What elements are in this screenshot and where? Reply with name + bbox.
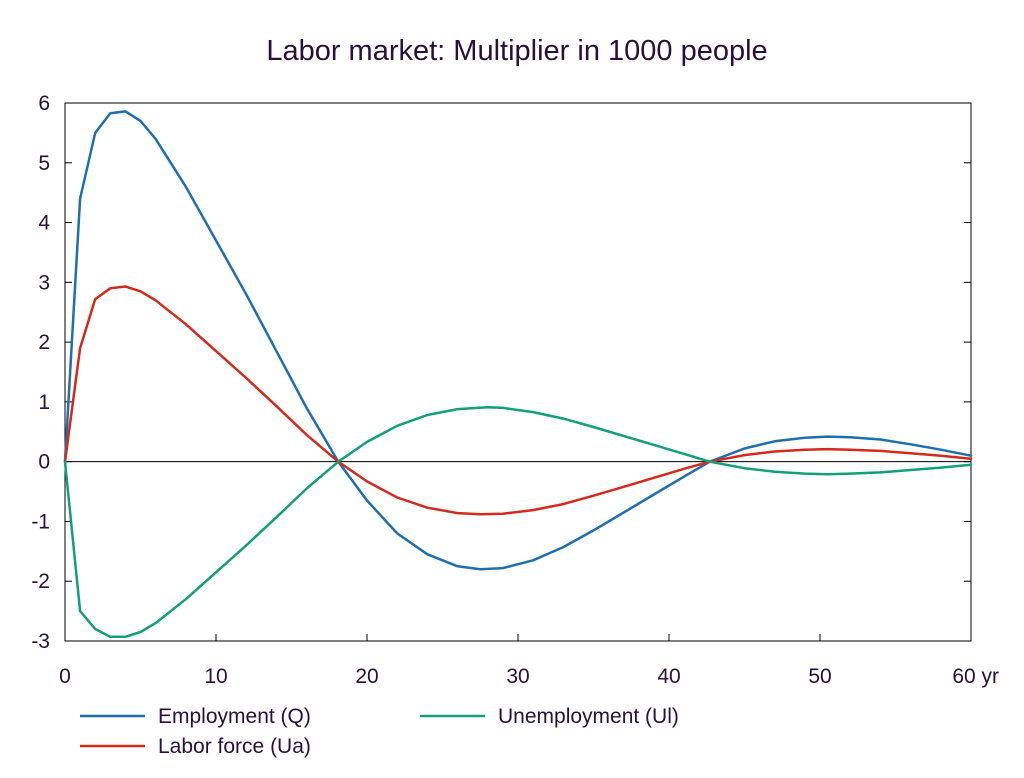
x-tick-label: 0 (59, 665, 71, 688)
y-tick-label: 1 (38, 391, 50, 414)
y-tick-label: 5 (38, 152, 50, 175)
y-tick-label: 0 (38, 451, 50, 474)
series-line-3 (63, 406, 973, 639)
chart-title: Labor market: Multiplier in 1000 people (266, 35, 767, 67)
x-tick-label: 60 yr (952, 665, 999, 688)
y-tick-label: -3 (31, 630, 50, 653)
series-line-2 (63, 285, 973, 516)
series-line-1 (63, 110, 973, 571)
legend-label: Unemployment (Ul) (498, 705, 679, 728)
series-lines (63, 110, 973, 639)
y-tick-label: 6 (38, 92, 50, 115)
y-tick-label: -2 (31, 570, 50, 593)
x-tick-label: 50 (808, 665, 831, 688)
x-tick-label: 40 (657, 665, 680, 688)
plot-frame (64, 102, 972, 642)
x-tick-label: 30 (506, 665, 529, 688)
y-tick-label: -1 (31, 510, 50, 533)
y-tick-label: 4 (38, 212, 50, 235)
legend-label: Labor force (Ua) (158, 735, 311, 758)
legend-label: Employment (Q) (158, 705, 311, 728)
y-tick-label: 3 (38, 271, 50, 294)
y-tick-label: 2 (38, 331, 50, 354)
legend: Employment (Q) Unemployment (Ul) Labor for… (80, 705, 679, 758)
x-tick-label: 10 (204, 665, 227, 688)
x-axis: 0 10 20 30 40 50 60 yr (59, 634, 999, 688)
x-tick-label: 20 (355, 665, 378, 688)
